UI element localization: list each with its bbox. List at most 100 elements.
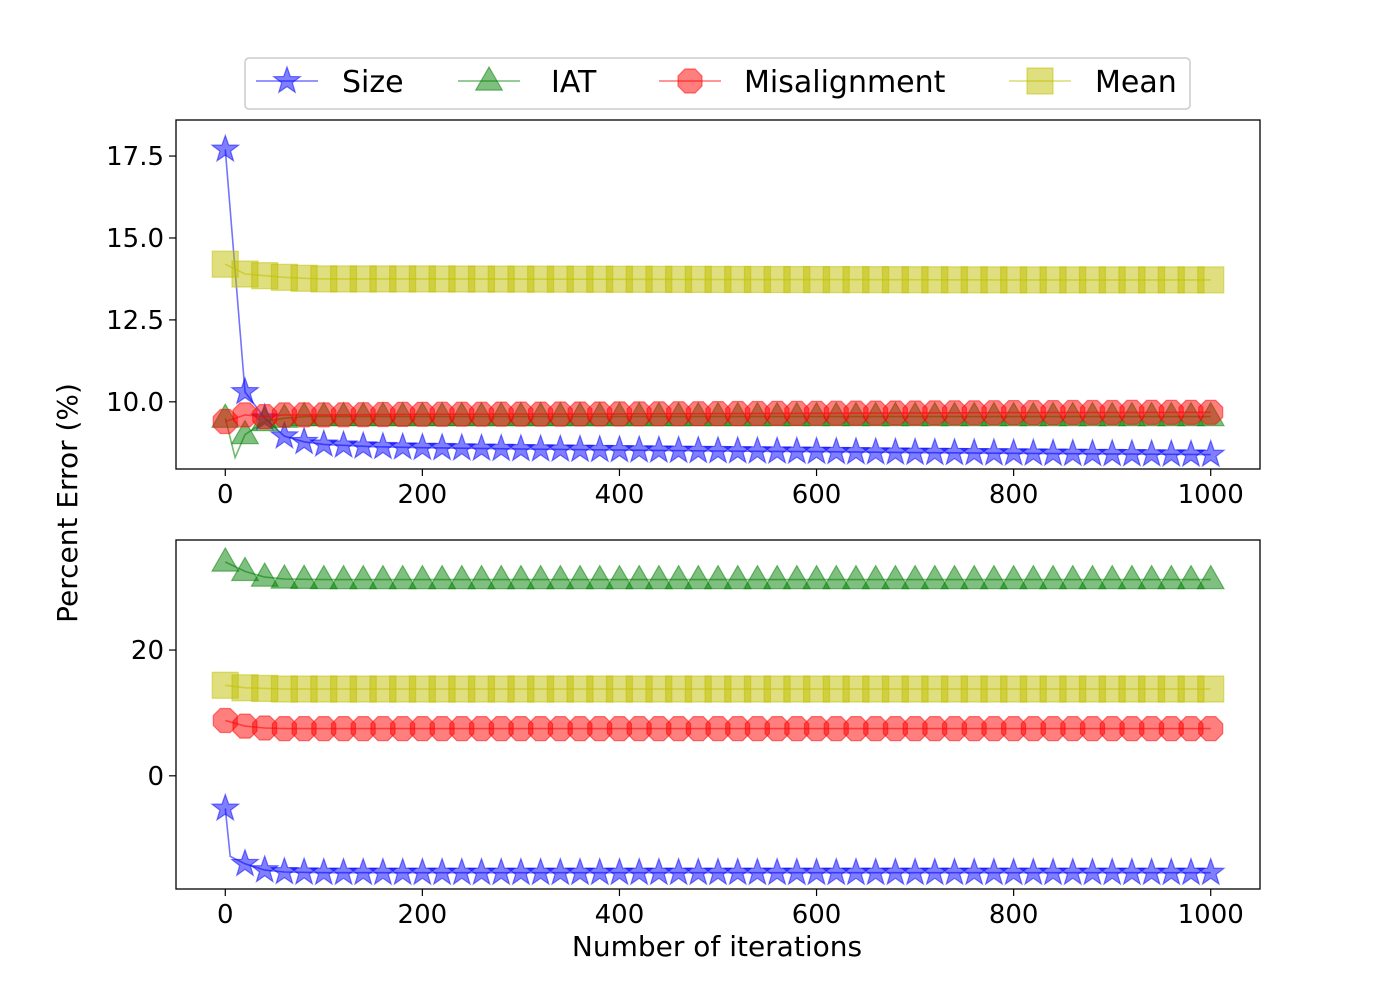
bottom-x-tick-label: 1000	[1178, 900, 1244, 930]
bottom-size-marker	[683, 856, 714, 886]
top-x-tick-label: 600	[792, 480, 842, 510]
bottom-iat-marker	[762, 564, 792, 590]
bottom-misalignment-marker	[252, 715, 278, 741]
top-y-tick-label: 12.5	[106, 306, 164, 336]
bottom-iat-marker	[467, 564, 496, 590]
bottom-misalignment-marker	[212, 707, 238, 734]
legend-label-iat: IAT	[551, 65, 597, 100]
top-panel: 0 200 400 600 800 1000 10.0 12.5 15.0 17.5	[106, 119, 1261, 510]
bottom-iat-marker	[743, 564, 772, 590]
legend-items: Size IAT Misalignment Mean	[256, 65, 1177, 100]
bottom-size-marker	[229, 847, 261, 877]
bottom-size-marker	[919, 856, 950, 886]
bottom-iat-marker	[861, 564, 891, 590]
top-x-tick-label: 400	[595, 480, 645, 510]
bottom-iat-marker	[309, 564, 339, 590]
bottom-iat-marker	[270, 563, 299, 589]
bottom-iat-marker	[289, 564, 319, 590]
top-misalignment-marker	[232, 402, 258, 428]
legend-entry-size: Size	[256, 65, 404, 100]
bottom-size-marker	[505, 856, 536, 886]
legend-entry-misalignment: Misalignment	[659, 65, 946, 100]
bottom-size-marker	[978, 856, 1009, 886]
bottom-size-marker	[1057, 856, 1088, 886]
bottom-iat-marker	[1196, 564, 1226, 590]
legend-marker-iat	[474, 65, 504, 91]
bottom-y-tick-label: 0	[147, 762, 164, 792]
bottom-iat-marker	[1176, 564, 1206, 590]
x-axis-label: Number of iterations	[572, 930, 862, 963]
legend-label-mean: Mean	[1095, 65, 1177, 100]
legend-label-misalignment: Misalignment	[744, 65, 946, 100]
bottom-iat-marker	[881, 564, 910, 590]
bottom-iat-marker	[782, 564, 812, 590]
bottom-iat-marker	[329, 564, 358, 590]
bottom-iat-marker	[821, 564, 851, 590]
bottom-iat-marker	[1078, 564, 1107, 590]
bottom-panel: 0 200 400 600 800 1000 0 20	[131, 539, 1261, 930]
bottom-size-marker	[1116, 856, 1147, 886]
bottom-axes: 0 200 400 600 800 1000 0 20	[131, 636, 1244, 930]
bottom-misalignment-marker	[232, 713, 258, 739]
top-size-marker	[269, 420, 300, 450]
bottom-series-iat	[210, 546, 1226, 590]
bottom-size-marker	[939, 856, 970, 886]
top-iat-marker	[230, 419, 260, 445]
bottom-iat-marker	[565, 564, 595, 590]
bottom-size-marker	[387, 856, 418, 886]
bottom-x-tick-label: 800	[989, 900, 1039, 930]
bottom-series-mean	[211, 671, 1225, 703]
bottom-size-marker	[722, 856, 753, 886]
bottom-x-tick-label: 200	[398, 900, 448, 930]
top-series-mean	[211, 250, 1225, 294]
bottom-iat-marker	[506, 564, 536, 590]
bottom-iat-marker	[250, 561, 280, 587]
bottom-iat-marker	[703, 564, 733, 590]
bottom-iat-marker	[999, 564, 1028, 590]
bottom-size-marker	[308, 856, 339, 886]
bottom-size-marker	[249, 854, 280, 883]
bottom-iat-marker	[427, 564, 457, 590]
bottom-iat-marker	[940, 564, 969, 590]
bottom-mean-marker	[1197, 675, 1225, 703]
bottom-iat-marker	[605, 564, 634, 590]
bottom-size-marker	[525, 856, 556, 886]
bottom-iat-marker	[1097, 564, 1127, 590]
bottom-iat-marker	[1018, 564, 1048, 590]
bottom-x-tick-label: 600	[792, 900, 842, 930]
top-x-tick-label: 0	[217, 480, 234, 510]
bottom-plot-frame	[175, 539, 1261, 890]
bottom-size-marker	[466, 856, 497, 886]
bottom-iat-marker	[723, 564, 753, 590]
bottom-size-marker	[900, 856, 931, 886]
bottom-size-marker	[840, 856, 872, 886]
bottom-iat-marker	[1117, 564, 1147, 590]
bottom-y-tick-label: 20	[131, 636, 164, 666]
bottom-iat-marker	[388, 564, 418, 590]
top-size-marker	[308, 428, 339, 458]
bottom-iat-marker	[1137, 564, 1166, 590]
bottom-iat-marker	[348, 564, 378, 590]
bottom-iat-marker	[545, 564, 575, 590]
bottom-size-marker	[545, 856, 576, 886]
top-x-tick-label: 1000	[1178, 480, 1244, 510]
bottom-series-misalignment	[212, 707, 1224, 742]
bottom-iat-marker	[920, 564, 950, 590]
bottom-size-marker	[1077, 856, 1108, 886]
bottom-iat-marker	[624, 564, 654, 590]
bottom-size-marker	[564, 856, 596, 886]
bottom-iat-marker	[585, 564, 615, 590]
bottom-series	[210, 546, 1226, 886]
bottom-size-marker	[328, 856, 359, 886]
legend: Size IAT Misalignment Mean	[244, 57, 1191, 110]
bottom-size-marker	[210, 792, 241, 822]
bottom-iat-marker	[802, 564, 831, 590]
bottom-iat-marker	[664, 564, 693, 590]
bottom-iat-marker	[486, 564, 516, 590]
top-series	[210, 133, 1226, 468]
bottom-misalignment-marker	[1198, 715, 1224, 742]
bottom-size-marker	[781, 856, 812, 886]
bottom-iat-marker	[979, 564, 1009, 590]
bottom-size-marker	[821, 856, 852, 886]
